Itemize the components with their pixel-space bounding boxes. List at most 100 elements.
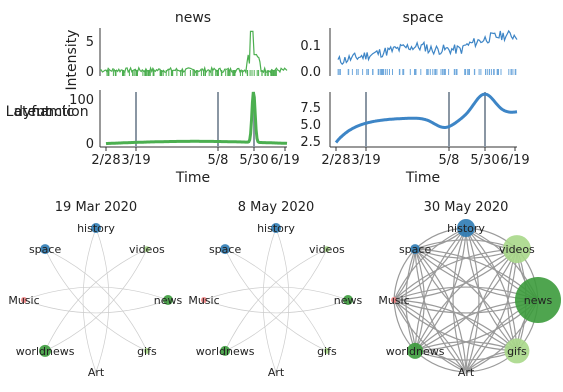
network-edge <box>95 227 110 373</box>
network-edge <box>414 249 467 373</box>
network-label-news: news <box>334 294 363 307</box>
network-label-space: space <box>209 243 242 256</box>
network-node-videos <box>502 235 531 264</box>
network-edge <box>393 227 467 301</box>
network-edge <box>414 248 518 352</box>
network-edge <box>452 227 467 373</box>
network-edge <box>414 227 467 352</box>
news-latent-ytick-0: 0 <box>86 137 94 152</box>
network-node-art <box>464 370 468 374</box>
network-label-music: Music <box>8 294 39 307</box>
network-label-news: news <box>154 294 183 307</box>
space-ytick-01: 0.1 <box>300 39 321 54</box>
network-label-worldnews: worldnews <box>16 345 75 358</box>
latent-ylabel-line1: Latent <box>6 104 51 120</box>
network-edge <box>414 248 518 352</box>
network-label-history: history <box>257 222 295 235</box>
space-xlabel: Time <box>405 170 440 186</box>
network-node-worldnews <box>407 342 424 359</box>
network-label-gifs: gifs <box>317 345 337 358</box>
network-label-music: Music <box>188 294 219 307</box>
space-latent-ytick-75: 7.5 <box>300 101 321 116</box>
network-edge <box>224 248 328 352</box>
network-edge <box>82 227 97 373</box>
space-ytick-0: 0.0 <box>300 65 321 80</box>
network-edge <box>465 248 518 373</box>
network-node-videos <box>143 246 150 253</box>
network-title-2: 8 May 2020 <box>238 200 315 215</box>
network-label-gifs: gifs <box>137 345 157 358</box>
network-node-music <box>391 297 397 303</box>
network-edge <box>23 299 169 314</box>
network-label-videos: videos <box>309 243 345 256</box>
latent-ylabel-line3: function <box>31 104 88 120</box>
intensity-ylabel: Intensity <box>64 30 80 91</box>
network-label-art: Art <box>88 366 105 379</box>
x-tick-label: 3/19 <box>121 153 150 168</box>
network-node-history <box>271 223 281 233</box>
network-node-space <box>410 244 421 255</box>
latent-ylabel-line2: dynamic <box>14 104 74 120</box>
network-title-3: 30 May 2020 <box>424 200 509 215</box>
networks: 19 Mar 2020 8 May 2020 30 May 2020 histo… <box>8 200 561 379</box>
network-label-art: Art <box>268 366 285 379</box>
x-tick-label: 2/28 <box>321 153 350 168</box>
network-edge <box>393 299 467 373</box>
network-label-gifs: gifs <box>507 345 527 358</box>
network-node-history <box>91 223 101 233</box>
panel-space-latent: 7.5 5.0 2.5 2/28 3/19 5/8 5/30 6/19 Time <box>300 92 530 186</box>
network-node-gifs <box>143 347 150 354</box>
network-label-music: Music <box>378 294 409 307</box>
x-tick-label: 2/28 <box>91 153 120 168</box>
space-rug <box>337 69 517 75</box>
network-edge <box>405 248 416 352</box>
news-latent-ytick-100: 100 <box>69 93 94 108</box>
panel-space-intensity: space 0.0 0.1 <box>300 10 518 80</box>
network-edge <box>262 227 277 373</box>
network-edge <box>224 248 328 352</box>
network-30-may: history videos news gifs Art worldnews Music sp… <box>378 219 561 379</box>
network-edge <box>393 248 518 301</box>
network-edge <box>275 227 290 373</box>
network-edge <box>44 248 148 352</box>
network-label-space: space <box>29 243 62 256</box>
network-label-art: Art <box>458 366 475 379</box>
network-edge <box>465 227 518 352</box>
x-tick-label: 3/19 <box>351 153 380 168</box>
space-latent-line <box>334 92 518 144</box>
network-label-videos: videos <box>129 243 165 256</box>
network-node-history <box>457 219 475 237</box>
network-label-worldnews: worldnews <box>386 345 445 358</box>
network-19-mar: history videos news gifs Art worldnews Music sp… <box>8 222 182 379</box>
news-intensity-line <box>99 30 288 75</box>
space-latent-ytick-25: 2.5 <box>300 135 321 150</box>
x-tick-label: 5/30 <box>239 153 268 168</box>
network-label-worldnews: worldnews <box>196 345 255 358</box>
network-node-art <box>274 370 278 374</box>
space-title: space <box>402 10 443 26</box>
network-edge <box>414 248 518 352</box>
network-node-news <box>343 295 353 305</box>
news-latent-line <box>105 91 288 146</box>
network-title-1: 19 Mar 2020 <box>55 200 137 215</box>
news-ytick-5: 5 <box>86 35 94 50</box>
network-label-videos: videos <box>499 243 535 256</box>
news-xticks: 2/28 3/19 5/8 5/30 6/19 <box>91 147 300 168</box>
panel-news-intensity: news Intensity 0 5 <box>64 10 288 91</box>
network-edge <box>44 248 148 352</box>
network-edge <box>203 286 349 301</box>
network-label-history: history <box>447 222 485 235</box>
network-edge <box>465 227 480 373</box>
network-label-news: news <box>524 294 553 307</box>
network-label-history: history <box>77 222 115 235</box>
network-node-space <box>220 244 231 255</box>
network-node-gifs <box>504 338 530 364</box>
network-node-space <box>40 244 51 255</box>
network-8-may: history videos news gifs Art worldnews Music sp… <box>188 222 362 379</box>
network-node-music <box>201 297 207 303</box>
space-intensity-line <box>337 29 518 66</box>
network-node-news <box>163 295 173 305</box>
network-node-worldnews <box>39 344 52 357</box>
network-edge <box>224 248 328 352</box>
